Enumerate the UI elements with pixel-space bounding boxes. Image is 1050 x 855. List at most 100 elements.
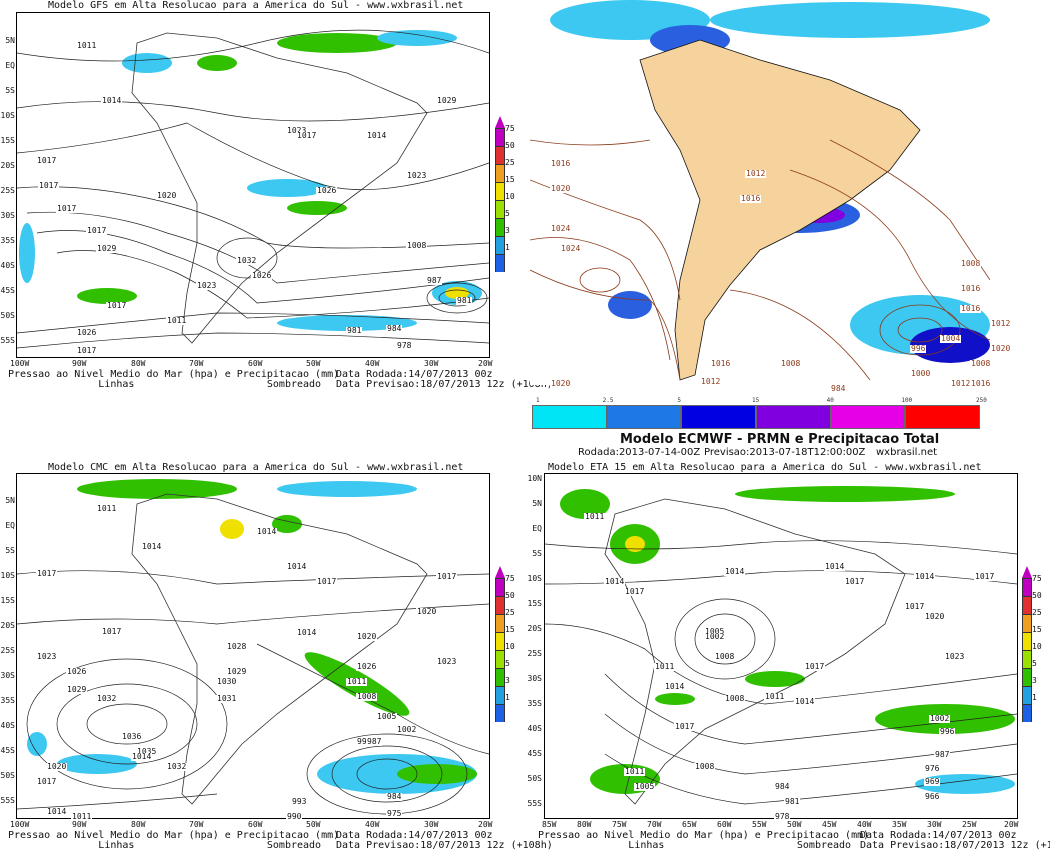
lat-label: 45S xyxy=(0,746,15,755)
land xyxy=(639,39,921,381)
lat-label: 30S xyxy=(527,674,542,683)
footer-right: Data Rodada:14/07/2013 00z Data Previsao… xyxy=(336,369,553,390)
colorbar-label: 75 xyxy=(505,574,515,583)
ecmwf-colorbar-cell xyxy=(681,405,756,429)
lat-label: 40S xyxy=(527,724,542,733)
ecmwf-colorbar-tick: 1 xyxy=(536,397,540,404)
precip-colorbar: 75 50 25 15 10 5 3 1 xyxy=(495,566,515,734)
colorbar-label: 1 xyxy=(505,693,510,702)
lat-label: 55S xyxy=(0,336,15,345)
colorbar-segment xyxy=(495,686,505,704)
lon-label: 80W xyxy=(131,820,146,829)
lat-label: 55S xyxy=(527,799,542,808)
lon-label: 70W xyxy=(189,820,204,829)
footer-right: Data Rodada:14/07/2013 00z Data Previsao… xyxy=(860,830,1050,851)
lat-label: 5N xyxy=(532,499,542,508)
isobar-lines xyxy=(17,570,489,815)
lat-label: 10S xyxy=(0,111,15,120)
ecmwf-colorbar-cell xyxy=(830,405,906,429)
lon-label: 100W xyxy=(10,359,30,368)
colorbar-label: 1 xyxy=(505,243,510,252)
lon-label: 90W xyxy=(72,359,87,368)
colorbar-top-arrow xyxy=(495,116,505,128)
colorbar-segment xyxy=(495,632,505,650)
lon-label: 55W xyxy=(752,820,767,829)
ecmwf-colorbar-cell xyxy=(905,405,980,429)
precip-shading xyxy=(27,479,477,794)
isobar-lines xyxy=(17,29,489,349)
coastline xyxy=(131,32,428,344)
panel-title: Modelo GFS em Alta Resolucao para a Amer… xyxy=(48,0,464,11)
lon-label: 25W xyxy=(962,820,977,829)
lat-label: 25S xyxy=(0,646,15,655)
colorbar-top-arrow xyxy=(1022,566,1032,578)
ecmwf-colorbar-tick: 250 xyxy=(976,397,987,404)
colorbar-label: 15 xyxy=(1032,625,1042,634)
ecmwf-colorbar-tick: 15 xyxy=(752,397,760,404)
colorbar-label: 5 xyxy=(505,209,510,218)
ecmwf-colorbar-tick: 40 xyxy=(826,397,834,404)
lat-label: 35S xyxy=(0,696,15,705)
colorbar-top-arrow xyxy=(495,566,505,578)
colorbar-label: 1 xyxy=(1032,693,1037,702)
gfs-map xyxy=(16,12,490,358)
lat-label: 50S xyxy=(0,771,15,780)
lon-label: 60W xyxy=(248,359,263,368)
lon-label: 30W xyxy=(424,359,439,368)
colorbar-label: 15 xyxy=(505,175,515,184)
lat-label: 45S xyxy=(0,286,15,295)
lat-label: 50S xyxy=(527,774,542,783)
lat-label: 25S xyxy=(527,649,542,658)
lat-label: EQ xyxy=(5,521,15,530)
colorbar-segment xyxy=(495,596,505,614)
colorbar-segment xyxy=(1022,686,1032,704)
ecmwf-colorbar-cell xyxy=(756,405,831,429)
lat-label: 25S xyxy=(0,186,15,195)
eta-panel: Modelo ETA 15 em Alta Resolucao para a A… xyxy=(524,462,1050,855)
colorbar-label: 50 xyxy=(1032,591,1042,600)
lat-label: 45S xyxy=(527,749,542,758)
colorbar-label: 5 xyxy=(1032,659,1037,668)
panel-title: Modelo ETA 15 em Alta Resolucao para a A… xyxy=(548,462,982,473)
colorbar-label: 15 xyxy=(505,625,515,634)
lat-label: 20S xyxy=(0,161,15,170)
lon-label: 85W xyxy=(542,820,557,829)
lon-label: 20W xyxy=(478,820,493,829)
colorbar-segment xyxy=(495,200,505,218)
lat-label: 20S xyxy=(527,624,542,633)
ecmwf-map xyxy=(530,0,990,385)
lat-label: 40S xyxy=(0,721,15,730)
lon-label: 35W xyxy=(892,820,907,829)
lon-label: 50W xyxy=(306,820,321,829)
colorbar-segment xyxy=(1022,596,1032,614)
lat-label: 30S xyxy=(0,211,15,220)
lon-label: 70W xyxy=(647,820,662,829)
colorbar-bottom-arrow xyxy=(1022,722,1032,734)
precip-colorbar: 75 50 25 15 10 5 3 1 xyxy=(495,116,515,284)
lon-label: 60W xyxy=(717,820,732,829)
colorbar-bottom-arrow xyxy=(495,272,505,284)
colorbar-label: 5 xyxy=(505,659,510,668)
gfs-map-svg xyxy=(17,29,489,349)
colorbar-segment xyxy=(495,128,505,146)
eta-map xyxy=(544,473,1018,819)
colorbar-label: 25 xyxy=(505,608,515,617)
colorbar-segment xyxy=(495,704,505,722)
lat-label: 55S xyxy=(0,796,15,805)
lon-label: 45W xyxy=(822,820,837,829)
footer-right: Data Rodada:14/07/2013 00z Data Previsao… xyxy=(336,830,553,851)
ecmwf-map-svg xyxy=(530,0,990,385)
lon-label: 90W xyxy=(72,820,87,829)
colorbar-segment xyxy=(495,650,505,668)
lon-label: 20W xyxy=(1004,820,1019,829)
lat-label: EQ xyxy=(532,524,542,533)
colorbar-label: 25 xyxy=(505,158,515,167)
lon-label: 40W xyxy=(365,820,380,829)
colorbar-segment xyxy=(1022,578,1032,596)
lat-label: 50S xyxy=(0,311,15,320)
colorbar-label: 25 xyxy=(1032,608,1042,617)
lon-label: 80W xyxy=(131,359,146,368)
colorbar-segment xyxy=(495,218,505,236)
ecmwf-colorbar-cell xyxy=(606,405,682,429)
lat-label: 5S xyxy=(5,546,15,555)
